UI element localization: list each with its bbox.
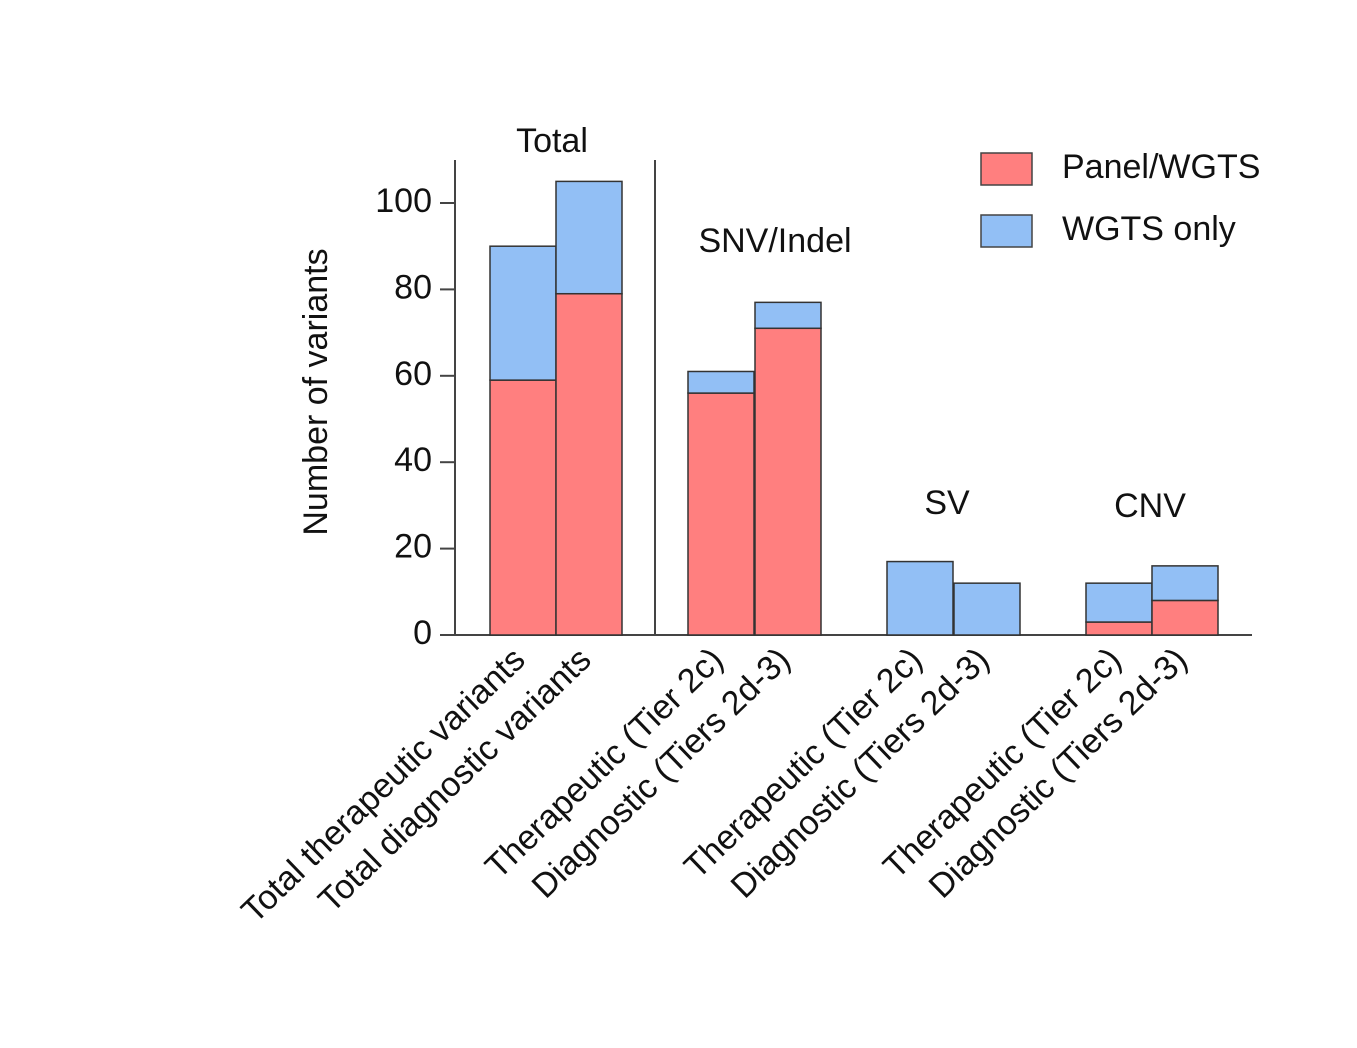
bar-segment <box>687 370 755 394</box>
bar-segment <box>555 180 623 295</box>
bar-segment <box>754 301 822 330</box>
legend-swatch <box>980 214 1033 248</box>
bar-segment <box>555 292 623 636</box>
legend-label: WGTS only <box>1062 210 1236 248</box>
bar-segment <box>754 327 822 636</box>
group-label: SNV/Indel <box>698 222 851 260</box>
bar-segment <box>953 582 1021 636</box>
group-label: CNV <box>1114 487 1186 525</box>
bar-segment <box>489 245 557 381</box>
bar-segment <box>1151 565 1219 602</box>
bar-segment <box>1151 599 1219 636</box>
group-label: Total <box>516 122 588 160</box>
y-tick-label: 60 <box>394 355 432 393</box>
bar-segment <box>489 379 557 636</box>
y-tick-label: 100 <box>375 182 432 220</box>
bar-segment <box>1085 621 1153 636</box>
y-tick-label: 80 <box>394 268 432 306</box>
legend-label: Panel/WGTS <box>1062 148 1260 186</box>
bar-segment <box>886 560 954 636</box>
group-label: SV <box>924 484 970 522</box>
bar-segment <box>1085 582 1153 623</box>
y-tick-label: 0 <box>413 614 432 652</box>
y-axis-label: Number of variants <box>297 248 335 535</box>
y-tick-label: 20 <box>394 528 432 566</box>
legend-swatch <box>980 152 1033 186</box>
y-tick-label: 40 <box>394 441 432 479</box>
x-tick-label: Total therapeutic variants <box>234 640 532 930</box>
bar-segment <box>687 392 755 636</box>
